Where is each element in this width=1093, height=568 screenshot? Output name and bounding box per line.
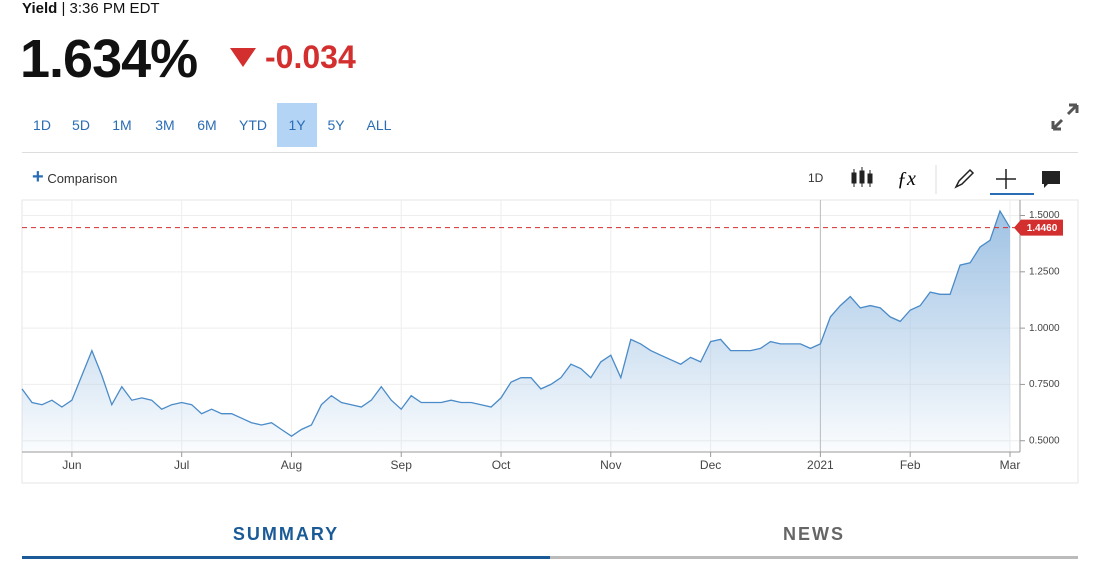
- comment-icon[interactable]: [1042, 171, 1060, 188]
- range-button[interactable]: 1M: [112, 117, 132, 133]
- x-tick-label: Feb: [900, 458, 921, 472]
- x-tick-label: Jun: [62, 458, 81, 472]
- y-tick-label: 1.0000: [1029, 323, 1060, 334]
- y-tick-label: 1.2500: [1029, 266, 1060, 277]
- x-tick-label: Mar: [1000, 458, 1021, 472]
- candle-icon[interactable]: [851, 167, 873, 187]
- comparison-label: Comparison: [47, 171, 118, 186]
- x-tick-label: Aug: [281, 458, 302, 472]
- x-tick-label: Nov: [600, 458, 621, 472]
- x-tick-label: Sep: [391, 458, 413, 472]
- range-button[interactable]: 1Y: [277, 103, 317, 147]
- x-tick-label: Jul: [174, 458, 189, 472]
- time: | 3:36 PM EDT: [61, 0, 160, 17]
- y-tick-label: 0.5000: [1029, 435, 1060, 446]
- down-arrow: [230, 48, 256, 67]
- chart-frame: [21, 199, 1079, 484]
- range-button[interactable]: 5Y: [327, 117, 345, 133]
- interval-button[interactable]: 1D: [808, 171, 824, 185]
- x-tick-label: Oct: [492, 458, 511, 472]
- range-button[interactable]: ALL: [366, 117, 392, 133]
- expand-icon[interactable]: [1050, 102, 1080, 132]
- change: -0.034: [265, 39, 356, 75]
- price-badge-label: 1.4460: [1027, 223, 1058, 234]
- separator: [22, 152, 1078, 153]
- y-tick-label: 1.5000: [1029, 210, 1060, 221]
- area-fill: [22, 211, 1010, 452]
- crosshair-icon[interactable]: [996, 169, 1016, 189]
- draw-icon[interactable]: [954, 168, 975, 189]
- header-line: Yield | 3:36 PM EDT: [22, 0, 160, 17]
- x-tick-label: Dec: [700, 458, 721, 472]
- range-button[interactable]: 1D: [33, 117, 51, 133]
- line: [21, 209, 1011, 437]
- chart: 0.5000 0.7500 1.0000 1.2500 1.5000 Jun Jul Aug S…: [21, 199, 1079, 484]
- y-tick-label: 0.7500: [1029, 379, 1060, 390]
- comparison-button[interactable]: + Comparison: [32, 166, 118, 188]
- tab-underline: [22, 556, 550, 559]
- label: Yield: [22, 0, 58, 17]
- range-button[interactable]: YTD: [239, 117, 267, 133]
- range-button[interactable]: 6M: [197, 117, 217, 133]
- price-badge: [1014, 219, 1063, 236]
- tab-underline: [550, 556, 1078, 559]
- price: 1.634%: [20, 29, 198, 89]
- tab[interactable]: SUMMARY: [232, 524, 340, 544]
- range-button[interactable]: 3M: [155, 117, 175, 133]
- x-tick-label: 2021: [807, 458, 834, 472]
- range-button[interactable]: 5D: [72, 117, 90, 133]
- toolbar-icons: ƒx: [851, 165, 1060, 195]
- tab[interactable]: NEWS: [783, 524, 845, 544]
- fx-icon[interactable]: ƒx: [897, 168, 916, 190]
